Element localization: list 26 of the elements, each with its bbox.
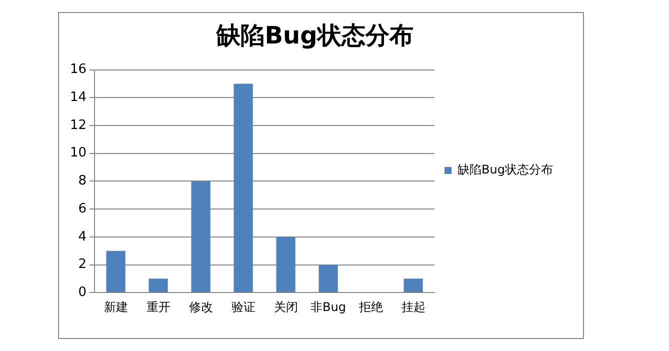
- y-tick-label: 16: [70, 62, 87, 78]
- x-tick-label: 重开: [146, 300, 170, 314]
- bar: [276, 236, 296, 292]
- bar: [191, 181, 210, 292]
- x-tick-label: 挂起: [401, 300, 426, 314]
- bar: [106, 250, 126, 292]
- x-tick-label: 非Bug: [310, 300, 346, 314]
- y-tick-label: 8: [78, 174, 87, 189]
- x-tick-label: 拒绝: [358, 300, 383, 314]
- y-tick-label: 2: [78, 257, 87, 272]
- y-tick-label: 0: [78, 284, 87, 300]
- x-tick-label: 新建: [104, 300, 128, 314]
- y-tick-label: 4: [78, 229, 87, 244]
- y-tick-label: 12: [70, 118, 87, 133]
- y-tick-label: 6: [78, 201, 87, 216]
- x-tick-label: 修改: [188, 300, 213, 314]
- bar: [318, 264, 338, 292]
- x-tick-label: 关闭: [274, 300, 298, 314]
- x-tick-label: 验证: [231, 300, 256, 314]
- legend-label: 缺陷Bug状态分布: [458, 162, 554, 177]
- bar: [234, 84, 253, 292]
- bar: [148, 278, 168, 292]
- chart-title: 缺陷Bug状态分布: [216, 22, 414, 50]
- y-tick-label: 10: [70, 146, 87, 161]
- y-tick-label: 14: [70, 90, 87, 106]
- bar: [404, 278, 423, 292]
